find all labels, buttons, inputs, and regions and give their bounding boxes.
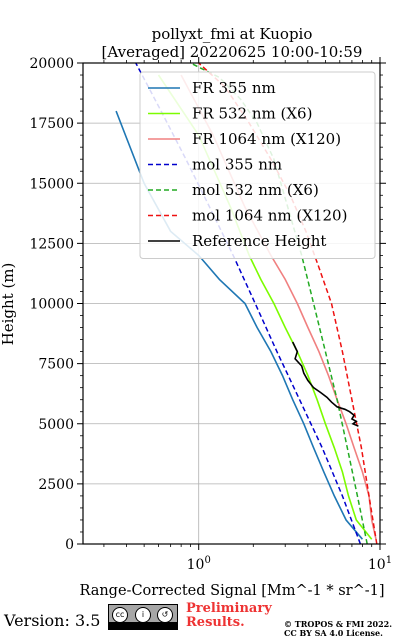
legend-label-reference-height: Reference Height [192, 232, 326, 250]
x-axis-label: Range-Corrected Signal [Mm^-1 * sr^-1] [79, 583, 384, 599]
version-label: Version: 3.5 [4, 611, 101, 630]
lidar-profile-chart: pollyxt_fmi at Kuopio [Averaged] 2022062… [0, 25, 392, 599]
y-tick-label: 10000 [29, 297, 74, 313]
preliminary-notice: Preliminary Results. [186, 602, 272, 630]
preliminary-line1: Preliminary [186, 601, 272, 616]
preliminary-line2: Results. [186, 615, 245, 630]
y-tick-label: 20000 [29, 56, 74, 72]
cc-license-badge: cc i ↺ [108, 604, 178, 630]
cc-badge-text-strip [109, 622, 177, 629]
attribution-icon: i [135, 607, 151, 623]
series-line-reference-height [291, 341, 359, 427]
legend-label-fr-355: FR 355 nm [192, 79, 276, 97]
legend-label-mol-532: mol 532 nm (X6) [192, 181, 319, 199]
y-tick-label: 7500 [38, 357, 74, 373]
y-axis-label: Height (m) [0, 263, 17, 346]
x-tick-label: 101 [368, 555, 392, 573]
y-tick-label: 15000 [29, 176, 74, 192]
chart-title: pollyxt_fmi at Kuopio [152, 25, 313, 43]
legend-label-fr-1064: FR 1064 nm (X120) [192, 130, 341, 148]
axis-ticks: 0 2500 5000 7500 10000 12500 15000 17500 20000 10… [29, 56, 392, 573]
y-tick-label: 0 [65, 537, 74, 553]
series-line-mol-355 [134, 63, 362, 544]
legend-box [139, 71, 376, 259]
legend-label-mol-1064: mol 1064 nm (X120) [192, 207, 347, 225]
legend-label-fr-532: FR 532 nm (X6) [192, 105, 312, 123]
cc-icon: cc [112, 607, 128, 623]
legend-label-mol-355: mol 355 nm [192, 156, 282, 174]
y-tick-label: 12500 [29, 236, 74, 252]
y-tick-label: 5000 [38, 417, 74, 433]
chart-subtitle: [Averaged] 20220625 10:00-10:59 [102, 43, 363, 61]
y-tick-label: 17500 [29, 116, 74, 132]
legend: FR 355 nm FR 532 nm (X6) FR 1064 nm (X120)… [139, 71, 376, 259]
copyright-line1: © TROPOS & FMI 2022. [284, 619, 393, 629]
x-tick-label: 100 [187, 555, 211, 573]
share-alike-icon: ↺ [157, 607, 173, 623]
copyright-line2: CC BY SA 4.0 License. [284, 628, 383, 638]
y-tick-label: 2500 [38, 477, 74, 493]
copyright-notice: © TROPOS & FMI 2022. CC BY SA 4.0 Licens… [284, 620, 392, 638]
